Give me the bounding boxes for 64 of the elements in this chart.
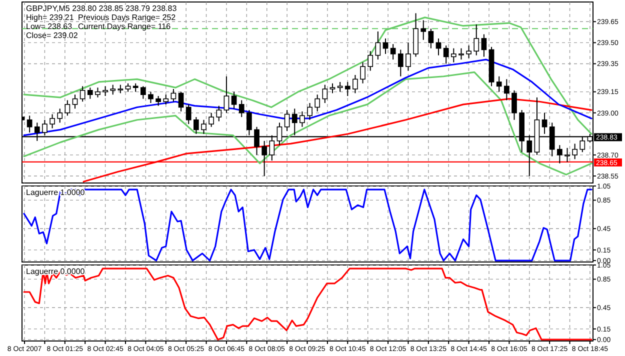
candlestick [201, 119, 206, 134]
candlestick [512, 90, 517, 120]
candlestick [398, 49, 404, 77]
candlestick [557, 144, 562, 164]
candlestick [102, 86, 108, 97]
annotation: Close= 239.02 [26, 31, 78, 40]
candlestick [450, 48, 456, 63]
candlestick [216, 105, 222, 122]
chart-title: Laguerre 0.0000 [26, 267, 86, 276]
candlestick [360, 62, 366, 84]
candlestick [458, 48, 464, 60]
chart-title: GBPJPY,M5 238.80 238.85 238.79 238.83 [26, 4, 178, 13]
candlestick [87, 87, 93, 100]
candlestick [428, 28, 434, 49]
candlestick [194, 116, 199, 134]
candlestick [344, 81, 350, 97]
candlestick [238, 100, 244, 118]
candlestick [420, 20, 426, 40]
candlestick [163, 94, 169, 105]
candlestick [496, 76, 502, 92]
candlestick [224, 76, 230, 114]
candlestick [208, 112, 214, 128]
candlestick [72, 94, 78, 110]
candlestick [307, 102, 312, 120]
candlestick [322, 84, 328, 104]
candlestick [95, 87, 100, 98]
annotation: High= 239.21 [26, 13, 74, 22]
candlestick [80, 86, 86, 102]
candlestick [504, 78, 510, 101]
candlestick [300, 110, 305, 128]
candlestick [474, 24, 480, 56]
candlestick [140, 86, 146, 100]
candlestick [186, 104, 192, 125]
line-series [23, 188, 592, 262]
candlestick [390, 44, 396, 60]
candlestick [314, 94, 320, 112]
candlestick [564, 147, 570, 162]
candlestick [330, 82, 336, 94]
line-series [23, 71, 592, 176]
candlestick [26, 115, 32, 133]
candlestick [406, 42, 411, 72]
candlestick [368, 50, 374, 72]
annotation: Current Days Range= 116 [78, 22, 172, 31]
annotation: Previous Days Range= 252 [78, 13, 176, 22]
candlestick [64, 100, 70, 116]
line-series [23, 268, 592, 340]
candlestick [542, 112, 548, 134]
candlestick [231, 91, 237, 110]
candlestick [148, 91, 154, 104]
candlestick [572, 143, 578, 160]
candlestick [262, 140, 268, 176]
candlestick [443, 44, 449, 64]
line-series [23, 58, 592, 136]
annotation: Low= 238.63 [26, 22, 73, 31]
candlestick [352, 74, 358, 94]
candlestick [50, 114, 55, 129]
candlestick [284, 110, 290, 132]
candlestick [110, 84, 116, 96]
candlestick [481, 34, 487, 58]
candlestick [466, 44, 472, 59]
candlestick [156, 96, 161, 106]
candlestick [57, 108, 63, 124]
candlestick [178, 91, 184, 112]
candlestick [375, 30, 381, 60]
